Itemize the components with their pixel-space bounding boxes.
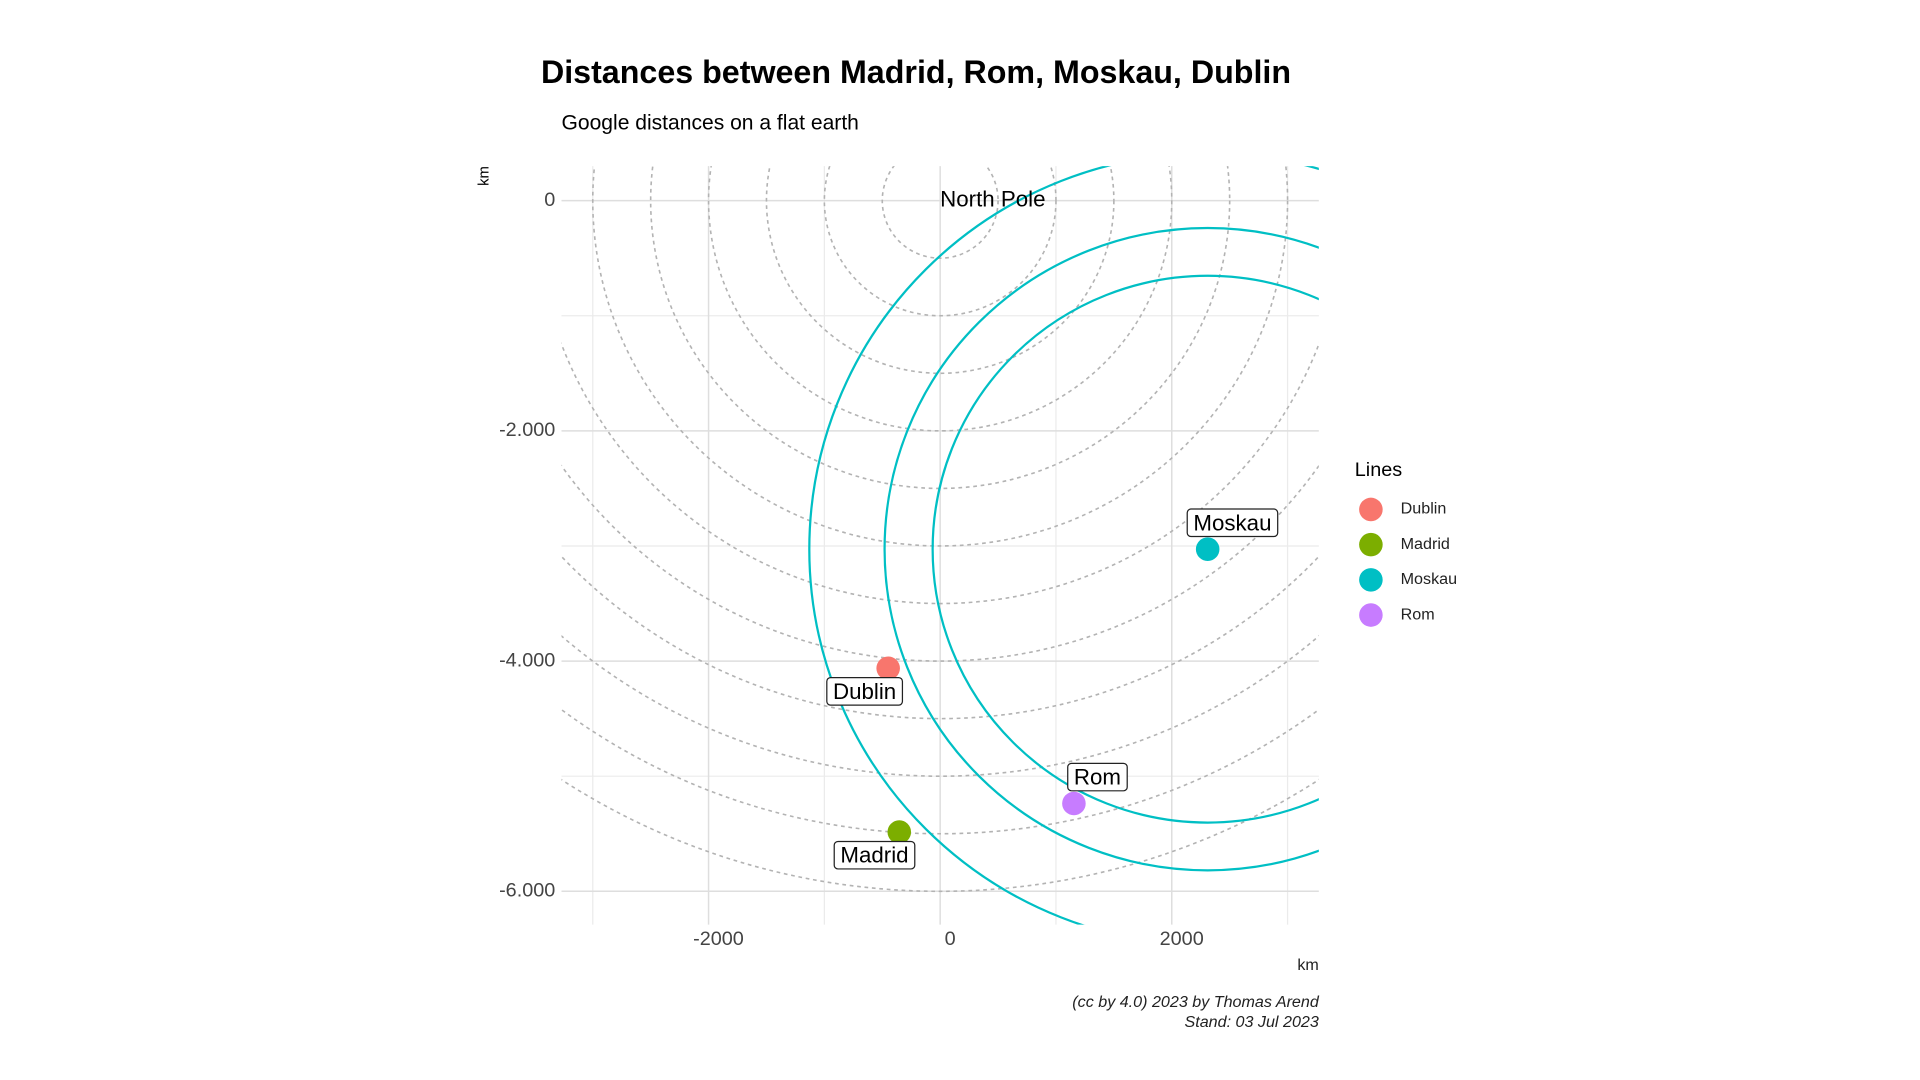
point xyxy=(887,820,912,844)
distance-circle xyxy=(808,166,1319,925)
y-tick-label: -2.000 xyxy=(499,419,555,441)
reference-circle xyxy=(592,166,1289,547)
distance-circle xyxy=(883,227,1319,872)
reference-circle xyxy=(765,166,1115,375)
y-axis-label: km xyxy=(477,166,493,186)
legend-label: Madrid xyxy=(1401,535,1450,553)
x-tick-label: -2000 xyxy=(693,928,744,950)
point-label: Moskau xyxy=(1193,510,1271,535)
legend-label: Moskau xyxy=(1401,570,1457,588)
caption: (cc by 4.0) 2023 by Thomas Arend xyxy=(1072,993,1320,1011)
x-tick-label: 2000 xyxy=(1160,928,1204,950)
point xyxy=(876,656,900,680)
legend-key xyxy=(1359,603,1383,627)
reference-circle xyxy=(561,708,1319,835)
chart-title: Distances between Madrid, Rom, Moskau, D… xyxy=(541,54,1291,90)
legend-title: Lines xyxy=(1355,459,1402,481)
legend-key xyxy=(1359,568,1383,592)
reference-circle xyxy=(823,166,1057,317)
label-box xyxy=(1067,762,1128,792)
reference-circle xyxy=(649,166,1231,490)
y-tick-label: 0 xyxy=(544,189,555,211)
point-label: Madrid xyxy=(840,843,908,868)
x-axis-label: km xyxy=(1297,956,1318,974)
label-box xyxy=(826,677,904,706)
distance-circle xyxy=(931,274,1319,824)
legend-label: Rom xyxy=(1401,605,1435,623)
legend-key xyxy=(1359,497,1383,522)
plot-area xyxy=(561,166,1319,925)
legend-label: Dublin xyxy=(1401,500,1447,518)
caption: Stand: 03 Jul 2023 xyxy=(1184,1013,1318,1031)
point xyxy=(1062,791,1086,816)
point-label: Rom xyxy=(1074,765,1121,790)
y-tick-label: -6.000 xyxy=(499,880,555,902)
chart-subtitle: Google distances on a flat earth xyxy=(561,112,858,135)
x-tick-label: 0 xyxy=(945,928,956,950)
reference-circle xyxy=(707,166,1173,432)
point xyxy=(1195,537,1220,561)
reference-circle xyxy=(561,341,1319,605)
annotation: North Pole xyxy=(940,187,1045,212)
point-label: Dublin xyxy=(833,679,896,704)
reference-circle xyxy=(561,778,1319,892)
reference-circle xyxy=(881,166,999,259)
legend-key xyxy=(1359,532,1383,557)
y-tick-label: -4.000 xyxy=(499,649,555,671)
label-box xyxy=(833,840,916,870)
label-box xyxy=(1186,508,1279,538)
